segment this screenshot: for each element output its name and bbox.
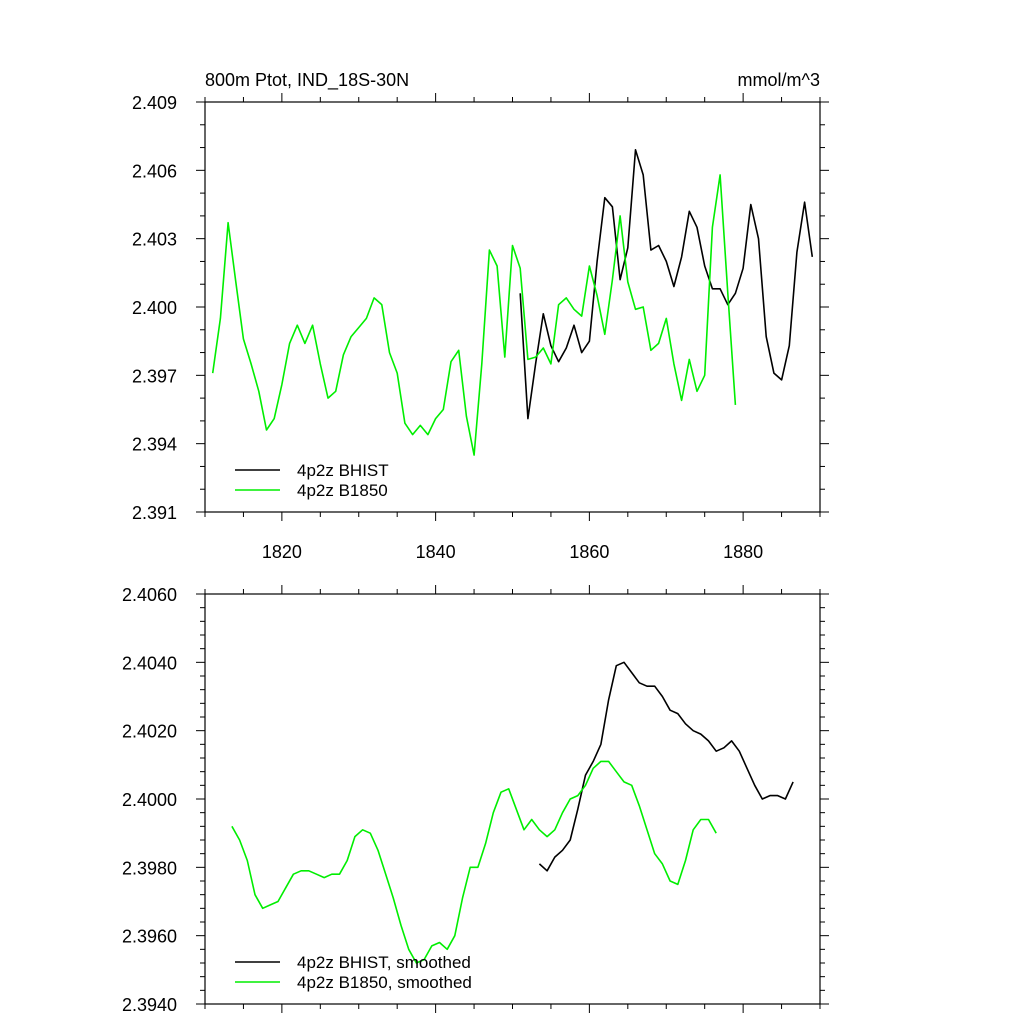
legend-label-bhist-smoothed: 4p2z BHIST, smoothed: [297, 953, 471, 972]
top-x-tick-label: 1860: [569, 542, 609, 562]
bottom-y-tick-label: 2.4000: [122, 790, 177, 810]
top-x-tick-label: 1820: [262, 542, 302, 562]
bottom-series-line-1: [231, 760, 717, 964]
bottom-y-tick-label: 2.3960: [122, 927, 177, 947]
bottom-axis-ticks: [196, 585, 829, 1013]
top-series-group: [211, 149, 814, 456]
bottom-series-line-0: [538, 661, 794, 872]
top-x-tick-label: 1840: [416, 542, 456, 562]
legend-label-b1850: 4p2z B1850: [297, 481, 388, 500]
top-series-line-1: [211, 174, 737, 456]
top-y-tick-label: 2.397: [132, 366, 177, 386]
top-y-tick-label: 2.406: [132, 161, 177, 181]
bottom-y-tick-label: 2.3940: [122, 995, 177, 1015]
bottom-series-group: [231, 661, 794, 964]
top-y-tick-label: 2.394: [132, 435, 177, 455]
top-y-tick-label: 2.409: [132, 93, 177, 113]
bottom-y-tick-labels: 2.3940 2.3960 2.3980 2.4000 2.4020 2.4040 2.40…: [122, 585, 177, 1015]
legend-label-b1850-smoothed: 4p2z B1850, smoothed: [297, 973, 472, 992]
top-series-line-0: [519, 149, 814, 420]
top-x-tick-label: 1880: [723, 542, 763, 562]
legend-label-bhist: 4p2z BHIST: [297, 461, 389, 480]
top-legend: 4p2z BHIST 4p2z B1850: [235, 461, 389, 500]
top-chart-title: 800m Ptot, IND_18S-30N: [205, 70, 409, 91]
top-y-tick-label: 2.391: [132, 503, 177, 523]
bottom-y-tick-label: 2.4020: [122, 722, 177, 742]
top-y-tick-labels: 2.391 2.394 2.397 2.400 2.403 2.406 2.409: [132, 93, 177, 523]
top-plot-frame: [204, 101, 821, 513]
top-axis-ticks: [196, 93, 829, 521]
bottom-y-tick-label: 2.4040: [122, 653, 177, 673]
bottom-legend: 4p2z BHIST, smoothed 4p2z B1850, smoothe…: [235, 953, 472, 992]
bottom-y-tick-label: 2.4060: [122, 585, 177, 605]
top-y-tick-label: 2.403: [132, 230, 177, 250]
top-chart-units: mmol/m^3: [738, 70, 820, 90]
top-panel: 2.391 2.394 2.397 2.400 2.403 2.406 2.409 1820…: [132, 70, 829, 562]
top-y-tick-label: 2.400: [132, 298, 177, 318]
bottom-y-tick-label: 2.3980: [122, 858, 177, 878]
top-x-tick-labels: 1820 1840 1860 1880: [262, 542, 763, 562]
bottom-panel: 2.3940 2.3960 2.3980 2.4000 2.4020 2.4040 2.40…: [122, 585, 829, 1015]
